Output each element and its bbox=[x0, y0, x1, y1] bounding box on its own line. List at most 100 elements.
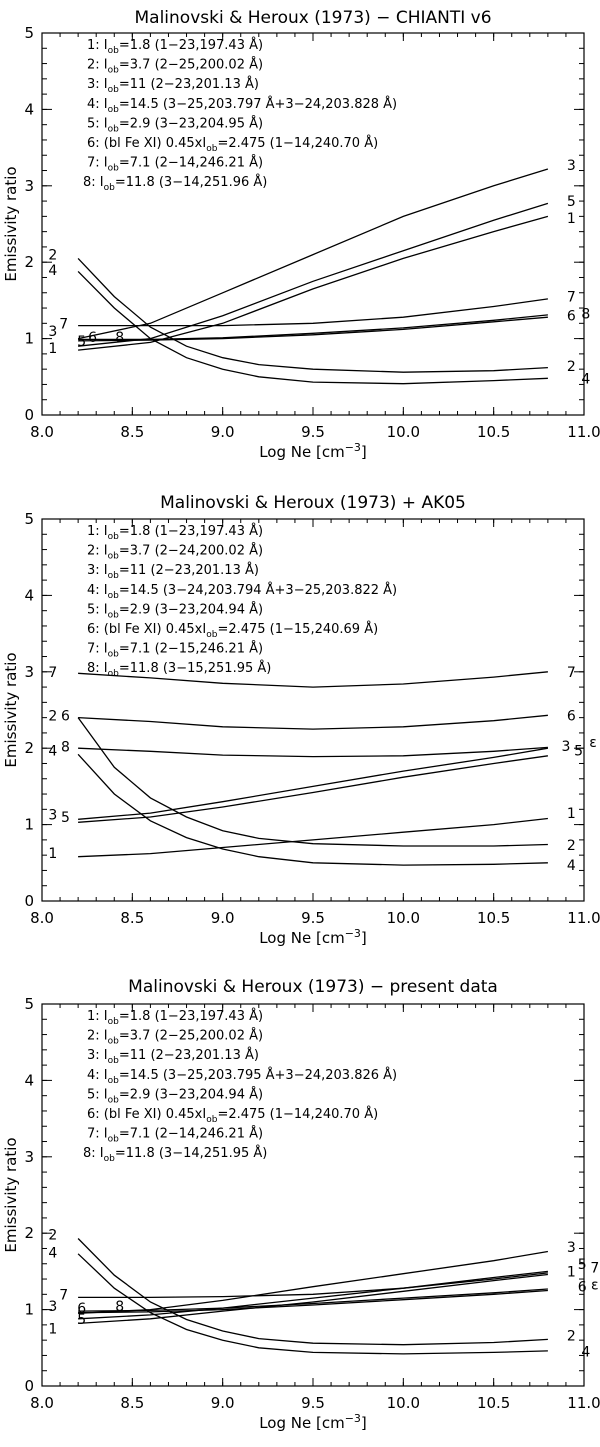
legend-entry-8: 8: Iob=11.8 (3−15,251.95 Å) bbox=[87, 660, 271, 679]
legend-intensity-symbol: I bbox=[104, 116, 108, 131]
legend-entry-6: 6: (bl Fe XI) 0.45xIob=2.475 (1−14,240.7… bbox=[87, 1106, 378, 1125]
legend-intensity-symbol: I bbox=[104, 563, 108, 578]
legend-subscript: ob bbox=[108, 1135, 120, 1145]
legend-number: 2: bbox=[87, 58, 104, 73]
curve-label: 4 bbox=[581, 1345, 590, 1361]
curve-label: 1 bbox=[567, 806, 576, 822]
x-axis-label-close: ] bbox=[361, 443, 367, 461]
legend-value: =14.5 (3−25,203.797 Å+3−24,203.828 Å) bbox=[119, 96, 397, 112]
curve-label: 5 bbox=[567, 194, 576, 210]
x-tick-label: 8.0 bbox=[30, 423, 54, 441]
y-tick-label: 4 bbox=[24, 586, 34, 604]
curve-label: 4 bbox=[48, 743, 57, 759]
legend-subscript: ob bbox=[108, 1095, 120, 1105]
legend-number: 5: bbox=[87, 1087, 104, 1102]
series-7-line bbox=[78, 671, 548, 688]
curve-label: 7 bbox=[567, 290, 576, 306]
legend-subscript: ob bbox=[108, 1056, 120, 1066]
legend-intensity-symbol: I bbox=[104, 642, 108, 657]
x-axis-label-exponent: −3 bbox=[345, 441, 361, 454]
curve-label: 3 bbox=[561, 739, 570, 755]
x-tick-label: 9.0 bbox=[211, 423, 235, 441]
x-axis-label-text: Log Ne [cm bbox=[259, 929, 345, 947]
curve-label: 1 bbox=[48, 1322, 57, 1338]
curve-label: 5 bbox=[77, 334, 86, 350]
legend-value: =1.8 (1−23,197.43 Å) bbox=[119, 523, 263, 539]
legend-subscript: ob bbox=[108, 669, 120, 679]
curve-label: 7 bbox=[48, 665, 57, 681]
x-axis-label-exponent: −3 bbox=[345, 1412, 361, 1425]
x-axis-label: Log Ne [cm−3] bbox=[259, 441, 367, 461]
chart-title: Malinovski & Heroux (1973) − present dat… bbox=[128, 977, 498, 997]
legend-number: 4: bbox=[87, 1068, 104, 1083]
legend-value: =7.1 (2−14,246.21 Å) bbox=[119, 155, 263, 171]
y-tick-label: 5 bbox=[24, 24, 34, 42]
legend-number: 5: bbox=[87, 116, 104, 131]
x-tick-label: 9.5 bbox=[301, 1394, 325, 1412]
y-tick-label: 2 bbox=[24, 253, 34, 271]
series-8-line bbox=[78, 746, 548, 758]
legend-intensity-symbol: I bbox=[104, 58, 108, 73]
x-tick-label: 9.0 bbox=[211, 909, 235, 927]
legend-value: =7.1 (2−14,246.21 Å) bbox=[119, 1126, 263, 1142]
x-tick-label: 9.5 bbox=[301, 909, 325, 927]
legend-number: 3: bbox=[87, 77, 104, 92]
series-1-line bbox=[78, 215, 549, 351]
y-tick-label: 3 bbox=[24, 177, 34, 195]
legend-entry-1: 1: Iob=1.8 (1−23,197.43 Å) bbox=[87, 1008, 263, 1027]
x-tick-label: 8.5 bbox=[120, 909, 144, 927]
legend-subscript: ob bbox=[108, 610, 120, 620]
curve-label: 4 bbox=[48, 1245, 57, 1261]
x-tick-label: 10.0 bbox=[387, 1394, 420, 1412]
y-axis-label: Emissivity ratio bbox=[2, 1137, 20, 1252]
curve-label: 6 bbox=[567, 309, 576, 325]
curve-label: 2 bbox=[48, 708, 57, 724]
legend-number: 3: bbox=[87, 1048, 104, 1063]
curve-label: 1 bbox=[48, 341, 57, 357]
legend-intensity-symbol: I bbox=[104, 602, 108, 617]
legend-value: =2.9 (3−23,204.95 Å) bbox=[119, 115, 263, 131]
legend-subscript: ob bbox=[104, 183, 116, 193]
y-tick-label: 0 bbox=[24, 1377, 34, 1395]
curve-label: 3 bbox=[567, 158, 576, 174]
legend-value: =2.9 (3−23,204.94 Å) bbox=[119, 1086, 263, 1102]
legend-number: 2: bbox=[87, 1029, 104, 1044]
legend-number: 5: bbox=[87, 602, 104, 617]
x-tick-label: 11.0 bbox=[567, 1394, 600, 1412]
legend-entry-5: 5: Iob=2.9 (3−23,204.94 Å) bbox=[87, 1086, 263, 1105]
legend-number: 7: bbox=[87, 1127, 104, 1142]
legend-value: =2.475 (1−15,240.69 Å) bbox=[217, 621, 378, 637]
legend-subscript: ob bbox=[108, 591, 120, 601]
legend-entry-7: 7: Iob=7.1 (2−15,246.21 Å) bbox=[87, 641, 263, 660]
curve-label: 8 bbox=[115, 330, 124, 346]
curve-label: 7 bbox=[590, 1261, 599, 1277]
legend-subscript: ob bbox=[108, 85, 120, 95]
x-axis-label: Log Ne [cm−3] bbox=[259, 1412, 367, 1432]
legend-subscript: ob bbox=[108, 552, 120, 562]
legend-entry-5: 5: Iob=2.9 (3−23,204.95 Å) bbox=[87, 115, 263, 134]
legend-entry-6: 6: (bl Fe XI) 0.45xIob=2.475 (1−15,240.6… bbox=[87, 621, 378, 640]
legend-subscript: ob bbox=[206, 144, 218, 154]
series-6-line bbox=[78, 1289, 548, 1314]
x-tick-label: 10.5 bbox=[477, 1394, 510, 1412]
chart-title: Malinovski & Heroux (1973) − CHIANTI v6 bbox=[134, 8, 491, 28]
curve-label: 6 bbox=[61, 708, 70, 724]
legend-intensity-symbol: I bbox=[104, 661, 108, 676]
legend-entry-4: 4: Iob=14.5 (3−25,203.797 Å+3−24,203.828… bbox=[87, 96, 397, 115]
legend-entry-2: 2: Iob=3.7 (2−25,200.02 Å) bbox=[87, 1028, 263, 1047]
curve-label: 2 bbox=[48, 1228, 57, 1244]
curve-label: 1 bbox=[567, 211, 576, 227]
y-tick-label: 2 bbox=[24, 739, 34, 757]
legend-intensity-symbol: I bbox=[100, 1146, 104, 1161]
legend-value: =1.8 (1−23,197.43 Å) bbox=[119, 1008, 263, 1024]
series-6-line bbox=[78, 714, 548, 730]
x-tick-label: 11.0 bbox=[567, 423, 600, 441]
legend-prefix: (bl Fe XI) 0.45x bbox=[104, 622, 203, 637]
legend-value: =2.475 (1−14,240.70 Å) bbox=[217, 1106, 378, 1122]
curve-label: 6 bbox=[567, 708, 576, 724]
curve-label: 3 bbox=[48, 324, 57, 340]
series-1-line bbox=[78, 1273, 548, 1325]
chart-panel-3: Malinovski & Heroux (1973) − present dat… bbox=[2, 977, 600, 1432]
legend-entry-7: 7: Iob=7.1 (2−14,246.21 Å) bbox=[87, 1126, 263, 1145]
